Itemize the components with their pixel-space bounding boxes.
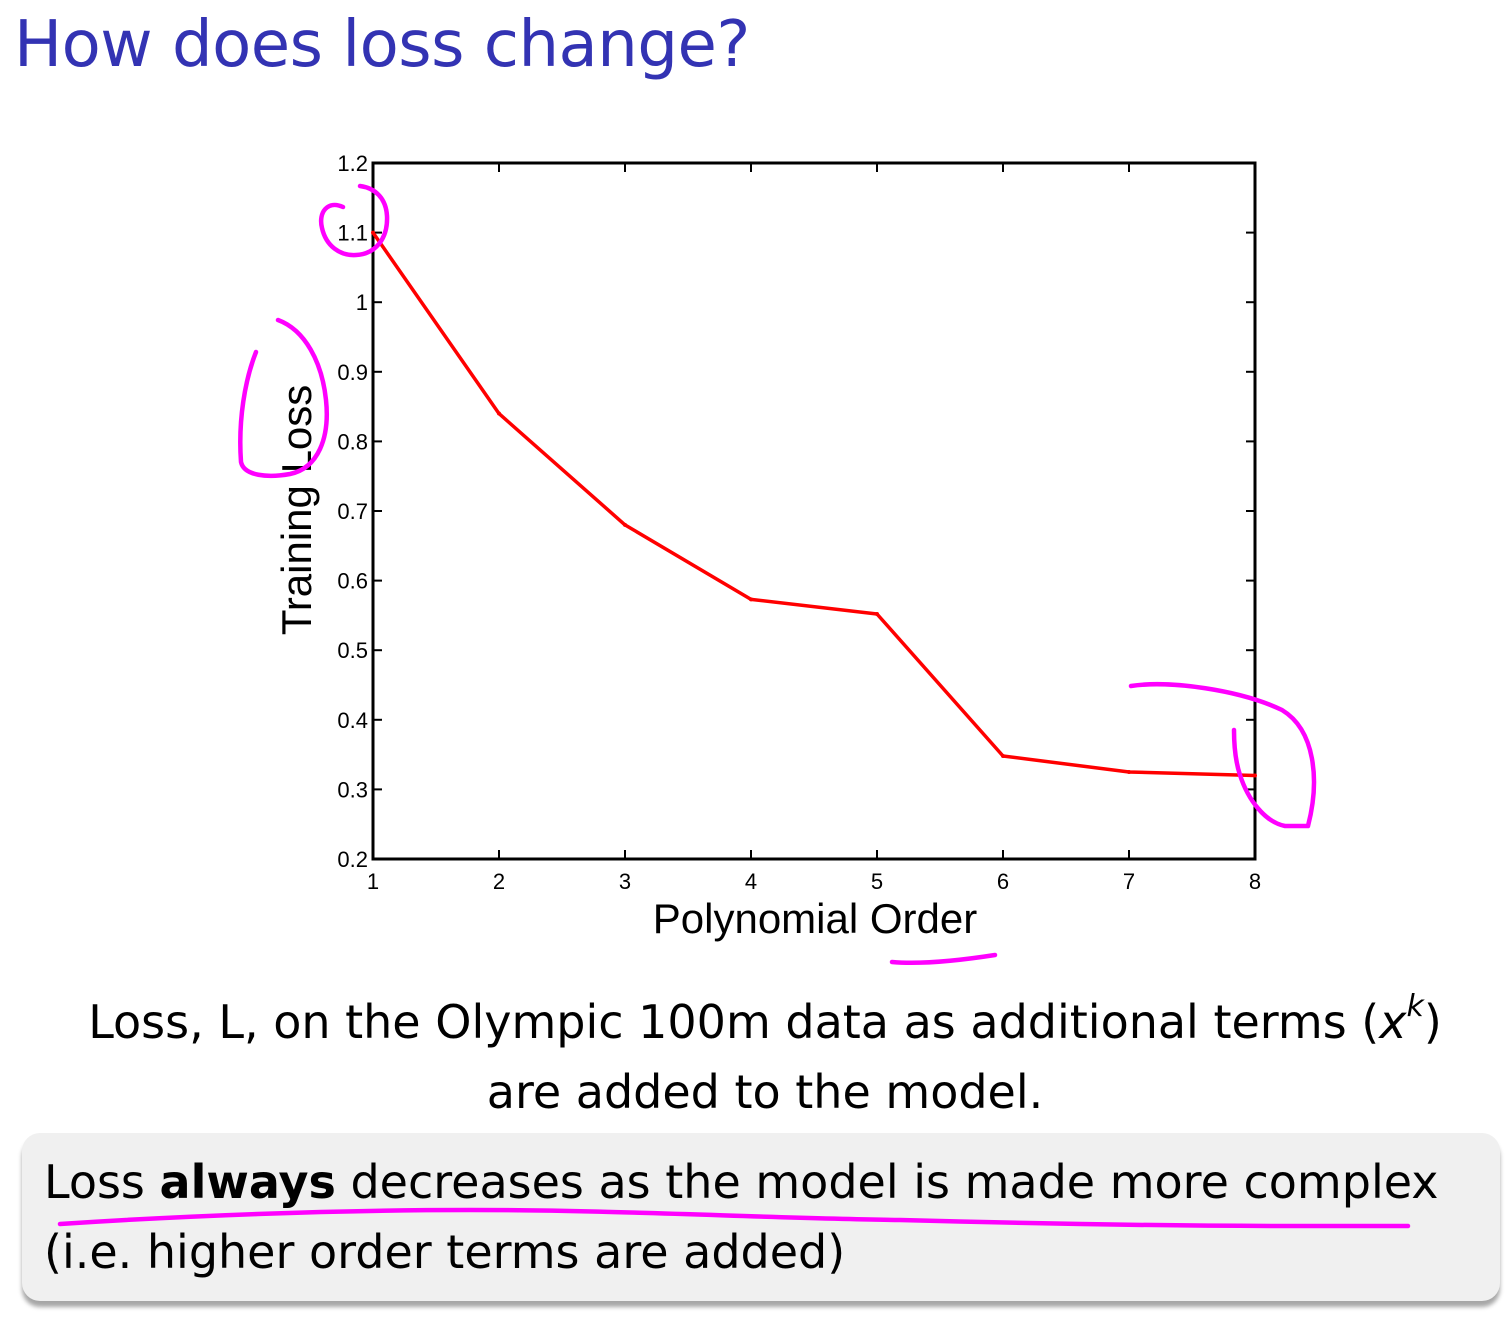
data-point — [1127, 770, 1131, 774]
callout-line-1: Loss always decreases as the model is ma… — [44, 1147, 1484, 1217]
y-tick-label: 0.4 — [337, 708, 368, 733]
data-point — [875, 612, 879, 617]
callout-text-start: Loss — [44, 1155, 160, 1209]
caption-line-2: are added to the model. — [486, 1065, 1044, 1119]
data-point — [749, 597, 753, 602]
y-tick-label: 0.2 — [337, 847, 368, 872]
training-loss-line — [371, 231, 1256, 778]
caption-x: x — [1379, 995, 1407, 1049]
axis-ticks — [372, 162, 1256, 860]
y-tick-label: 0.9 — [337, 360, 368, 385]
y-tick-labels: 0.2 0.3 0.4 0.5 0.6 0.7 0.8 0.9 1 1.1 1.2 — [337, 151, 368, 872]
y-tick-label: 0.8 — [337, 429, 368, 454]
caption-line-1: Loss, L, on the Olympic 100m data as add… — [40, 972, 1490, 1057]
callout-text: Loss always decreases as the model is ma… — [44, 1147, 1484, 1287]
data-point — [371, 230, 375, 235]
x-tick-labels: 1 2 3 4 5 6 7 8 — [367, 869, 1261, 894]
x-tick-label: 5 — [871, 869, 883, 894]
plot-frame — [371, 161, 1257, 861]
y-tick-label: 0.3 — [337, 777, 368, 802]
y-tick-label: 1.2 — [337, 151, 368, 176]
data-points — [371, 230, 1257, 778]
callout-box: Loss always decreases as the model is ma… — [22, 1133, 1500, 1301]
x-tick-label: 3 — [619, 869, 631, 894]
y-axis-title: Training Loss — [273, 385, 320, 636]
caption-text-start: Loss, L, on the Olympic 100m data as add… — [88, 995, 1380, 1049]
x-tick-label: 2 — [493, 869, 505, 894]
y-tick-label: 0.6 — [337, 569, 368, 594]
callout-text-end: decreases as the model is made more comp… — [335, 1155, 1439, 1209]
data-point — [497, 411, 501, 416]
x-tick-label: 4 — [745, 869, 757, 894]
x-axis-title: Polynomial Order — [653, 895, 977, 942]
callout-emphasis: always — [159, 1155, 336, 1209]
y-tick-label: 0.7 — [337, 499, 368, 524]
caption-k: k — [1406, 989, 1424, 1024]
x-tick-label: 1 — [367, 869, 379, 894]
x-tick-label: 6 — [997, 869, 1009, 894]
callout-line-2: (i.e. higher order terms are added) — [44, 1225, 846, 1279]
x-tick-label: 8 — [1249, 869, 1261, 894]
figure-caption: Loss, L, on the Olympic 100m data as add… — [40, 972, 1490, 1127]
data-point — [1001, 753, 1005, 758]
data-point — [623, 522, 627, 527]
y-tick-label: 1.1 — [337, 221, 368, 246]
y-tick-label: 0.5 — [337, 638, 368, 663]
x-tick-label: 7 — [1123, 869, 1135, 894]
caption-text-end: ) — [1423, 995, 1442, 1049]
slide-title: How does loss change? — [14, 8, 750, 82]
data-point — [1253, 773, 1257, 778]
y-tick-label: 1 — [356, 290, 368, 315]
